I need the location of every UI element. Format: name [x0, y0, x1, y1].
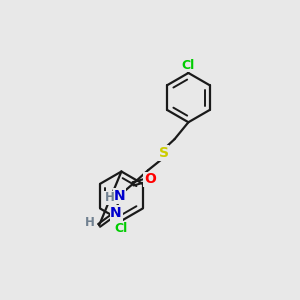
- Text: N: N: [113, 189, 125, 203]
- Text: Cl: Cl: [182, 59, 195, 72]
- Text: Cl: Cl: [115, 222, 128, 235]
- Text: H: H: [105, 191, 115, 204]
- Text: H: H: [85, 216, 95, 229]
- Text: N: N: [110, 206, 122, 220]
- Text: O: O: [144, 172, 156, 186]
- Text: S: S: [159, 146, 169, 160]
